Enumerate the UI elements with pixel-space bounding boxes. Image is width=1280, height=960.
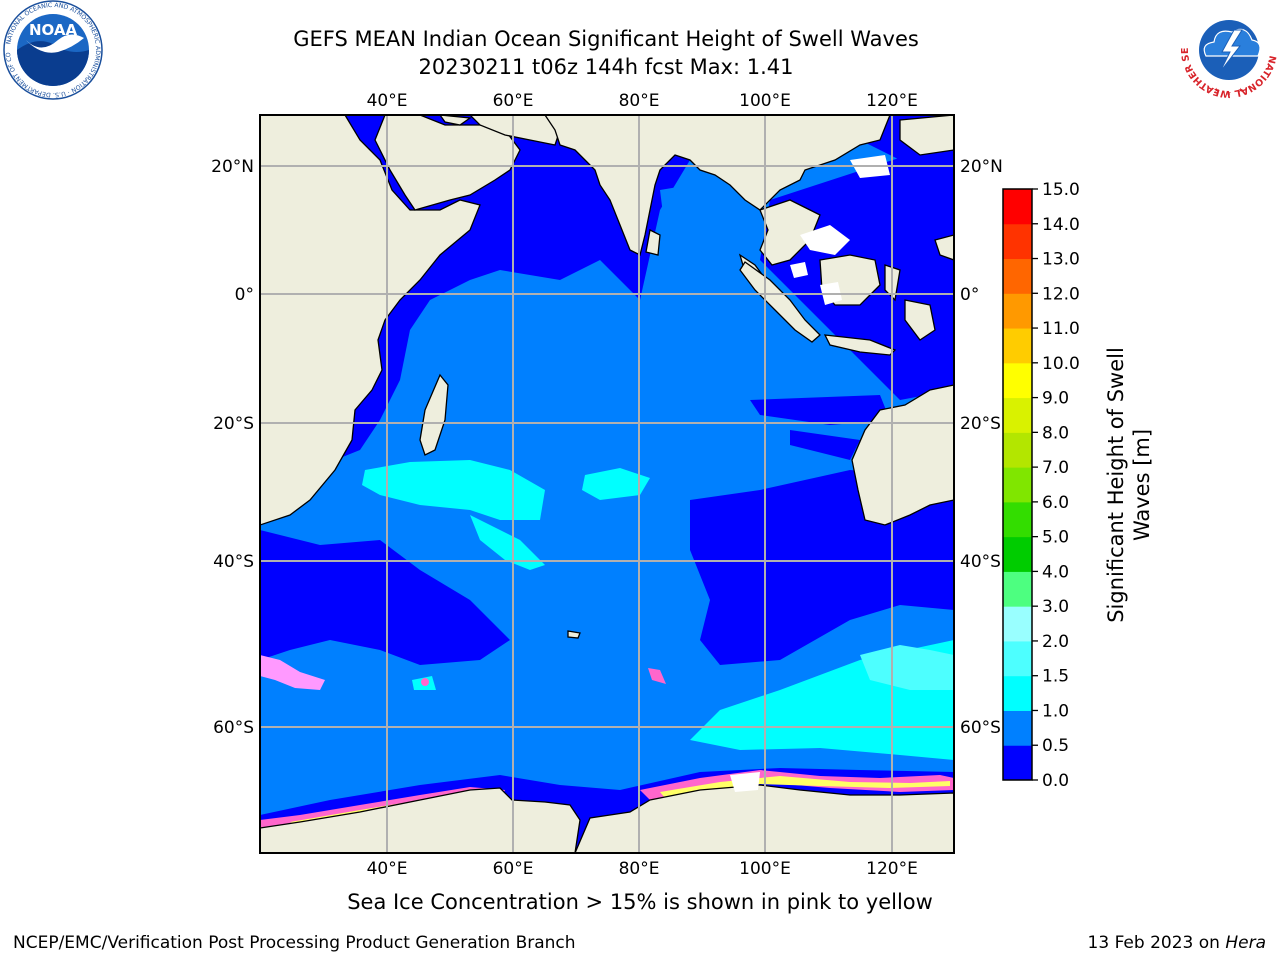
lon-tick-top: 60°E (493, 91, 534, 111)
noaa-logo-icon: NATIONAL OCEANIC AND ATMOSPHERIC ADMINIS… (0, 0, 103, 100)
lon-tick-top: 40°E (367, 91, 408, 111)
lat-tick-right: 0° (960, 285, 979, 305)
sea-ice-note: Sea Ice Concentration > 15% is shown in … (347, 890, 933, 914)
credit-text: NCEP/EMC/Verification Post Processing Pr… (13, 933, 576, 953)
colorbar: 0.0 0.5 1.0 1.5 2.0 3.0 4.0 5.0 6.0 7.0 8.0 9.0 10.0… (1003, 180, 1080, 791)
colorbar-tick-label: 14.0 (1042, 215, 1080, 235)
antarctica-west (260, 787, 581, 853)
lat-tick-right: 40°S (960, 552, 1001, 572)
axis-labels: 40°E 60°E 80°E 100°E 120°E 40°E 60°E 80°… (211, 91, 1003, 879)
lon-tick-top: 100°E (739, 91, 791, 111)
india-asia (544, 115, 891, 256)
swell-1-1.5-center (582, 468, 650, 500)
colorbar-tick-label: 7.0 (1042, 458, 1069, 478)
colorbar-tick-label: 2.0 (1042, 632, 1069, 652)
colorbar-segment (1003, 467, 1032, 503)
lon-tick-bottom: 40°E (367, 859, 408, 879)
colorbar-tick-label: 12.0 (1042, 284, 1080, 304)
colorbar-segment (1003, 258, 1032, 294)
arabia (374, 115, 521, 211)
colorbar-frame (1002, 188, 1033, 781)
lon-tick-bottom: 120°E (866, 859, 918, 879)
map-frame (259, 114, 955, 854)
colorbar-tick-label: 1.5 (1042, 667, 1069, 687)
colorbar-segment (1003, 189, 1032, 225)
lon-tick-bottom: 60°E (493, 859, 534, 879)
lat-tick-left: 20°S (213, 414, 254, 434)
colorbar-tick-label: 10.0 (1042, 354, 1080, 374)
low-swell-south-west (260, 530, 510, 665)
colorbar-segment (1003, 606, 1032, 642)
colorbar-tick-label: 13.0 (1042, 250, 1080, 270)
date-text: 13 Feb 2023 on (1087, 933, 1226, 953)
colorbar-segment (1003, 710, 1032, 746)
madagascar (419, 373, 449, 456)
map-field (260, 115, 954, 853)
lat-tick-right: 20°S (960, 414, 1001, 434)
svg-text:★: ★ (1226, 90, 1231, 97)
colorbar-tick-label: 1.0 (1042, 701, 1069, 721)
lat-tick-left: 20°N (211, 157, 254, 177)
colorbar-tick-label: 3.0 (1042, 597, 1069, 617)
lon-tick-bottom: 80°E (619, 859, 660, 879)
colorbar-tick-label: 15.0 (1042, 180, 1080, 200)
chart-title: GEFS MEAN Indian Ocean Significant Heigh… (293, 27, 919, 51)
noaa-logo-text: NOAA (29, 21, 78, 39)
colorbar-segment (1003, 501, 1032, 538)
host-name: Hera (1225, 933, 1266, 953)
colorbar-segment (1003, 362, 1032, 399)
colorbar-segment (1003, 571, 1032, 607)
colorbar-segment (1003, 328, 1032, 364)
lat-tick-right: 60°S (960, 718, 1001, 738)
lat-tick-left: 40°S (213, 552, 254, 572)
land (260, 115, 954, 853)
australia (851, 384, 954, 526)
gridlines (260, 115, 954, 853)
colorbar-segment (1003, 675, 1032, 711)
colorbar-segment (1003, 397, 1032, 433)
colorbar-tick-label: 6.0 (1042, 493, 1069, 513)
colorbar-segment (1003, 223, 1032, 260)
lat-tick-right: 20°N (960, 157, 1003, 177)
colorbar-label: Significant Height of Swell Waves [m] (1104, 347, 1154, 623)
colorbar-tick-label: 4.0 (1042, 562, 1069, 582)
date-stamp: 13 Feb 2023 on Hera (1088, 933, 1266, 953)
colorbar-tick-label: 5.0 (1042, 528, 1069, 548)
colorbar-segment (1003, 536, 1032, 572)
lon-tick-bottom: 100°E (739, 859, 791, 879)
colorbar-segment (1003, 745, 1032, 781)
svg-text:★: ★ (1214, 87, 1219, 94)
colorbar-tick-label: 11.0 (1042, 319, 1080, 339)
colorbar-segment (1003, 640, 1032, 677)
lat-tick-left: 0° (235, 285, 254, 305)
colorbar-label-line1: Significant Height of Swell (1104, 347, 1128, 623)
colorbar-tick-label: 0.5 (1042, 736, 1069, 756)
lat-tick-left: 60°S (213, 718, 254, 738)
svg-text:★: ★ (1238, 87, 1243, 94)
colorbar-segment (1003, 293, 1032, 329)
colorbar-tick-label: 8.0 (1042, 423, 1069, 443)
colorbar-tick-label: 9.0 (1042, 389, 1069, 409)
nws-logo-icon: NATIONAL WEATHER SERVICE ★ ★ ★ (1178, 0, 1278, 99)
lon-tick-top: 80°E (619, 91, 660, 111)
swell-1-1.5-west (362, 460, 545, 520)
colorbar-label-line2: Waves [m] (1130, 429, 1154, 541)
colorbar-segment (1003, 432, 1032, 468)
colorbar-tick-label: 0.0 (1042, 771, 1069, 791)
chart-subtitle: 20230211 t06z 144h fcst Max: 1.41 (418, 55, 794, 79)
lon-tick-top: 120°E (866, 91, 918, 111)
